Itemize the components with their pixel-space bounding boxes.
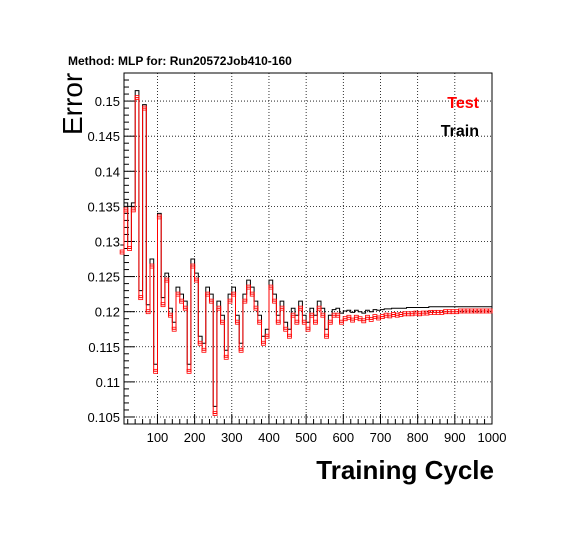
- data-point: [324, 333, 329, 339]
- data-point: [119, 249, 125, 255]
- data-point: [283, 326, 289, 332]
- data-point: [268, 284, 274, 290]
- data-point: [309, 312, 315, 318]
- data-point: [253, 305, 259, 311]
- data-point: [123, 207, 129, 213]
- data-point: [208, 298, 214, 304]
- data-point: [350, 317, 356, 323]
- y-tick-label: 0.12: [95, 305, 120, 320]
- data-point: [279, 305, 285, 311]
- data-point: [216, 305, 222, 311]
- data-point: [257, 319, 263, 325]
- data-point: [164, 277, 170, 283]
- chart-title: Method: MLP for: Run20572Job410-160: [68, 54, 292, 68]
- data-point: [223, 354, 229, 360]
- data-point: [168, 312, 173, 318]
- data-point: [153, 368, 158, 374]
- data-point: [142, 105, 147, 111]
- data-point: [212, 411, 218, 416]
- data-point: [197, 340, 203, 346]
- data-point: [320, 312, 326, 318]
- data-point: [160, 302, 166, 308]
- x-tick-label: 600: [332, 430, 354, 445]
- data-point: [145, 309, 151, 315]
- data-point: [246, 284, 251, 290]
- data-point: [138, 295, 144, 301]
- data-point: [127, 246, 132, 251]
- x-tick-label: 800: [407, 430, 429, 445]
- data-point: [179, 298, 185, 304]
- data-point: [294, 319, 300, 325]
- data-point: [186, 368, 192, 374]
- data-point: [238, 347, 244, 353]
- data-point: [249, 291, 255, 297]
- legend-entry-test: Test: [447, 95, 479, 112]
- x-axis-label: Training Cycle: [316, 455, 494, 485]
- data-point: [272, 298, 277, 304]
- y-axis-label: Error: [57, 73, 88, 135]
- data-point: [175, 291, 181, 297]
- x-tick-label: 500: [295, 430, 317, 445]
- x-tick-label: 1000: [478, 430, 507, 445]
- data-point: [290, 312, 296, 318]
- data-point: [149, 263, 155, 269]
- x-tick-label: 300: [221, 430, 243, 445]
- data-point: [339, 319, 344, 325]
- data-point: [264, 333, 270, 339]
- data-point: [234, 319, 240, 325]
- data-point: [194, 277, 199, 283]
- data-point: [301, 319, 307, 325]
- data-point: [287, 333, 292, 339]
- data-point: [275, 319, 281, 325]
- data-point: [134, 95, 140, 100]
- grid: [124, 73, 493, 424]
- data-point: [487, 308, 493, 314]
- data-point: [346, 314, 352, 320]
- data-point: [316, 305, 322, 311]
- y-tick-label: 0.105: [87, 410, 120, 425]
- data-point: [227, 298, 233, 304]
- y-tick-label: 0.13: [95, 234, 120, 249]
- series-line-test: [120, 97, 492, 414]
- data-point: [242, 298, 248, 304]
- x-tick-label: 100: [147, 430, 169, 445]
- data-point: [368, 317, 374, 322]
- data-point: [171, 326, 177, 332]
- series-line-train: [120, 90, 492, 407]
- data-point: [190, 263, 196, 269]
- y-tick-label: 0.11: [96, 375, 120, 390]
- data-point: [201, 347, 207, 353]
- axes: 100 200 300 400 500 600 700 800 900 1000 0.105 0.11…: [87, 72, 507, 445]
- y-tick-label: 0.115: [88, 340, 120, 355]
- y-tick-label: 0.135: [87, 199, 120, 214]
- series-layer: [119, 90, 493, 416]
- x-tick-label: 400: [258, 430, 280, 445]
- x-tick-label: 700: [370, 430, 392, 445]
- y-tick-label: 0.125: [87, 270, 120, 285]
- data-point: [260, 340, 266, 346]
- data-point: [335, 312, 341, 318]
- y-tick-label: 0.145: [87, 129, 120, 144]
- data-point: [313, 319, 318, 325]
- legend: Test Train: [441, 95, 480, 140]
- data-point: [156, 214, 162, 220]
- legend-entry-train: Train: [441, 123, 479, 140]
- data-point: [220, 319, 225, 325]
- data-point: [231, 291, 237, 297]
- plot-frame: [123, 72, 493, 425]
- x-tick-label: 200: [184, 430, 206, 445]
- data-point: [327, 319, 333, 325]
- data-point: [298, 305, 303, 311]
- data-point: [305, 326, 311, 332]
- data-point: [130, 207, 136, 213]
- data-point: [361, 318, 367, 324]
- y-tick-label: 0.15: [95, 94, 120, 109]
- data-point: [205, 291, 211, 297]
- data-point: [182, 305, 188, 311]
- y-tick-label: 0.14: [95, 164, 120, 179]
- x-tick-label: 900: [444, 430, 466, 445]
